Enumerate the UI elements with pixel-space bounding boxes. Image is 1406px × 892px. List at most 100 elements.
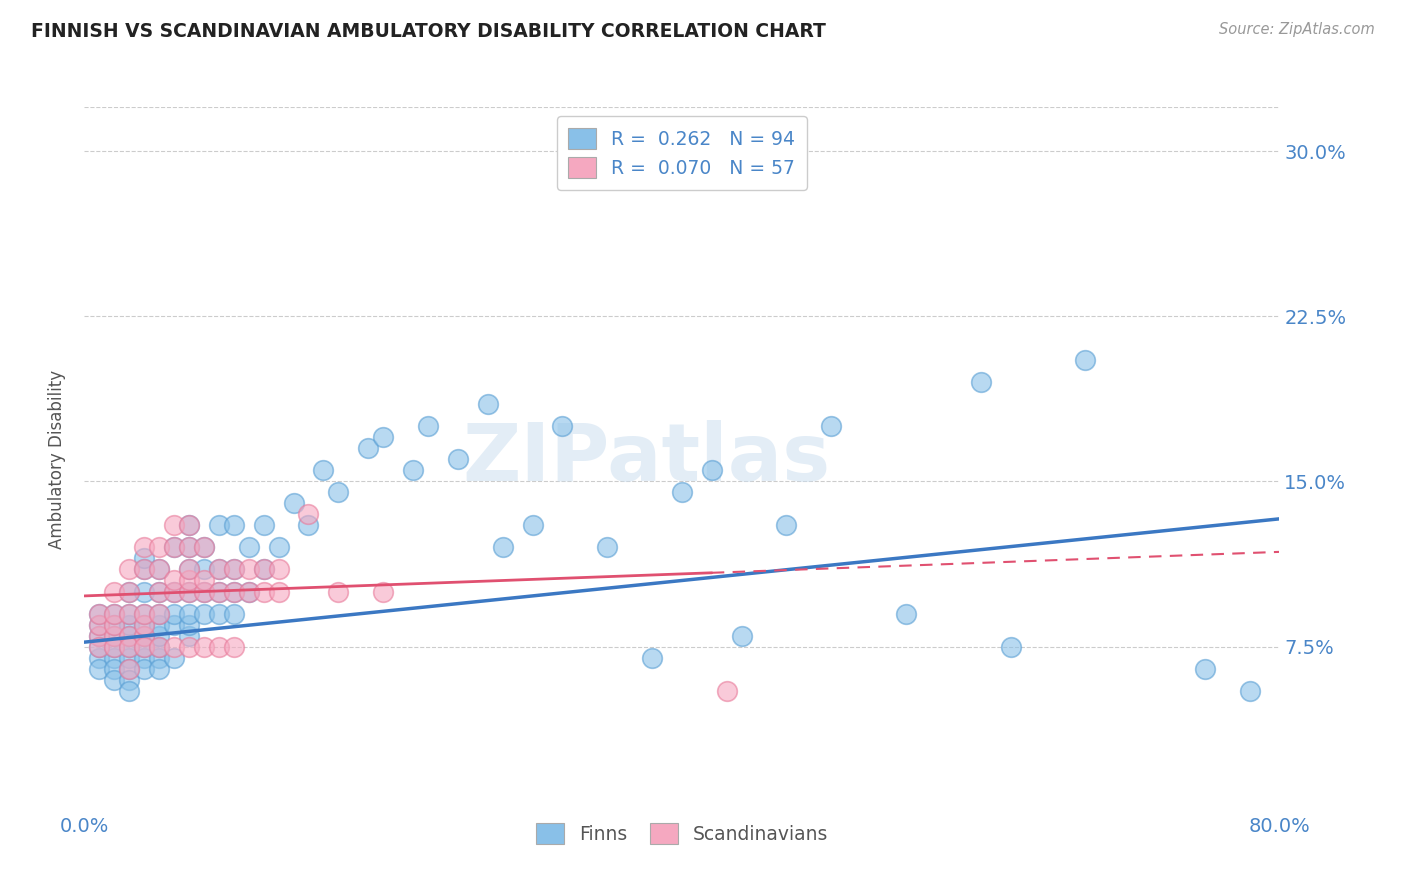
Point [177,541,200,555]
Point [177,562,200,576]
Point [163,574,186,588]
Point [132,662,156,676]
Point [103,650,125,665]
Point [118,662,141,676]
Point [357,442,380,456]
Point [671,485,693,500]
Point [132,562,156,576]
Point [208,607,231,621]
Point [148,562,170,576]
Point [894,607,917,621]
Point [177,628,200,642]
Point [89,607,111,621]
Point [193,562,215,576]
Point [253,562,276,576]
Point [132,617,156,632]
Point [267,584,290,599]
Text: FINNISH VS SCANDINAVIAN AMBULATORY DISABILITY CORRELATION CHART: FINNISH VS SCANDINAVIAN AMBULATORY DISAB… [31,22,825,41]
Point [1074,353,1097,368]
Point [416,419,439,434]
Point [103,617,125,632]
Point [103,584,125,599]
Point [148,541,170,555]
Point [716,683,738,698]
Point [177,562,200,576]
Point [731,628,754,642]
Point [89,640,111,654]
Point [132,541,156,555]
Point [163,584,186,599]
Point [193,541,215,555]
Point [89,662,111,676]
Point [103,607,125,621]
Point [641,650,664,665]
Point [297,518,319,533]
Point [177,574,200,588]
Point [163,607,186,621]
Point [222,562,245,576]
Point [132,640,156,654]
Point [89,650,111,665]
Point [163,650,186,665]
Point [177,541,200,555]
Point [492,541,515,555]
Point [447,452,470,467]
Point [297,508,319,522]
Point [118,683,141,698]
Point [132,650,156,665]
Point [89,607,111,621]
Point [177,584,200,599]
Point [103,640,125,654]
Point [163,541,186,555]
Point [193,584,215,599]
Point [177,607,200,621]
Point [177,640,200,654]
Point [208,518,231,533]
Point [89,628,111,642]
Point [193,607,215,621]
Point [132,628,156,642]
Point [193,640,215,654]
Point [193,541,215,555]
Text: Source: ZipAtlas.com: Source: ZipAtlas.com [1219,22,1375,37]
Point [118,562,141,576]
Point [132,640,156,654]
Point [1194,662,1216,676]
Point [222,607,245,621]
Point [522,518,544,533]
Point [193,574,215,588]
Point [118,607,141,621]
Point [208,584,231,599]
Point [551,419,574,434]
Point [148,662,170,676]
Point [775,518,797,533]
Point [103,617,125,632]
Point [177,518,200,533]
Point [103,673,125,687]
Point [1239,683,1261,698]
Point [118,584,141,599]
Point [208,640,231,654]
Point [222,640,245,654]
Point [177,584,200,599]
Point [148,617,170,632]
Point [222,518,245,533]
Point [148,640,170,654]
Point [283,496,305,510]
Point [253,518,276,533]
Point [373,584,395,599]
Point [177,518,200,533]
Point [89,617,111,632]
Point [132,628,156,642]
Point [477,397,499,411]
Point [132,551,156,566]
Point [132,607,156,621]
Point [118,628,141,642]
Point [103,628,125,642]
Point [148,562,170,576]
Legend: Finns, Scandinavians: Finns, Scandinavians [529,815,835,852]
Point [163,541,186,555]
Point [103,662,125,676]
Text: ZIPatlas: ZIPatlas [463,420,830,499]
Point [103,607,125,621]
